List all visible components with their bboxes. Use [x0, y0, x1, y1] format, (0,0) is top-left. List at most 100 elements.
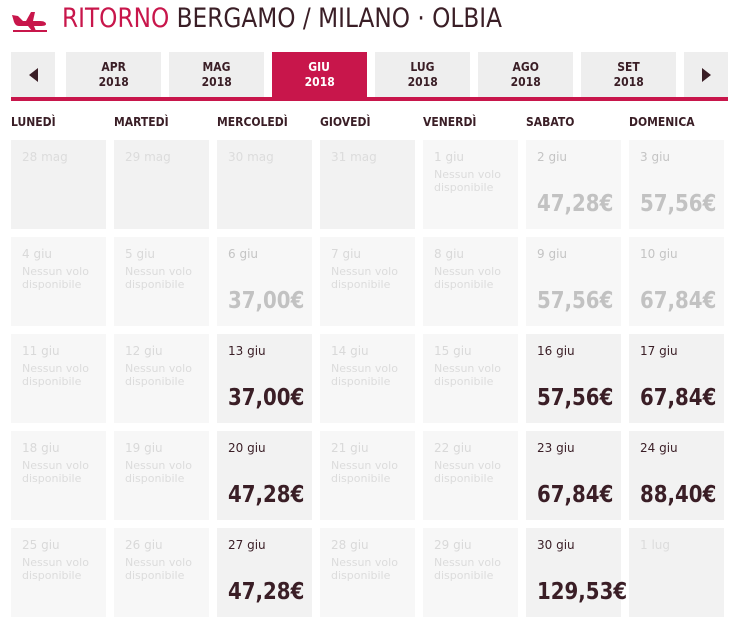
title-ritorno: RITORNO — [62, 3, 170, 34]
day-cell: 18 giu Nessun volo disponibile — [11, 431, 106, 520]
day-price: 37,00€ — [228, 288, 305, 314]
day-date: 8 giu — [434, 247, 465, 261]
day-date: 5 giu — [125, 247, 156, 261]
day-cell: 14 giu Nessun volo disponibile — [320, 334, 415, 423]
day-date: 24 giu — [640, 441, 678, 455]
no-flight-note: Nessun volo disponibile — [434, 168, 501, 194]
day-date: 29 mag — [125, 150, 171, 164]
no-flight-note: Nessun volo disponibile — [434, 556, 501, 582]
day-cell[interactable]: 9 giu 57,56€ — [526, 237, 621, 326]
weekday-label: GIOVEDÌ — [320, 115, 371, 129]
day-cell[interactable]: 30 giu 129,53€ — [526, 528, 627, 617]
day-cell[interactable]: 24 giu 88,40€ — [629, 431, 724, 520]
day-date: 27 giu — [228, 538, 266, 552]
month-label: LUG — [410, 59, 435, 74]
day-cell[interactable]: 2 giu 47,28€ — [526, 140, 621, 229]
day-date: 21 giu — [331, 441, 369, 455]
day-date: 20 giu — [228, 441, 266, 455]
day-date: 9 giu — [537, 247, 568, 261]
day-price: 57,56€ — [640, 191, 717, 217]
month-label: MAG — [202, 59, 231, 74]
day-cell[interactable]: 13 giu 37,00€ — [217, 334, 312, 423]
day-price: 88,40€ — [640, 482, 717, 508]
no-flight-note: Nessun volo disponibile — [434, 362, 501, 388]
day-cell: 31 mag — [320, 140, 415, 229]
day-date: 12 giu — [125, 344, 163, 358]
month-label: APR — [101, 59, 126, 74]
day-date: 22 giu — [434, 441, 472, 455]
month-year: 2018 — [98, 74, 129, 89]
day-date: 14 giu — [331, 344, 369, 358]
month-selector: APR 2018 MAG 2018 GIU 2018 LUG 2018 AGO … — [11, 52, 728, 97]
day-date: 25 giu — [22, 538, 60, 552]
day-date: 23 giu — [537, 441, 575, 455]
prev-month-button[interactable] — [11, 52, 55, 97]
month-tab-giu[interactable]: GIU 2018 — [272, 52, 367, 97]
next-month-button[interactable] — [684, 52, 728, 97]
day-date: 10 giu — [640, 247, 678, 261]
day-cell: 28 giu Nessun volo disponibile — [320, 528, 415, 617]
day-date: 31 mag — [331, 150, 377, 164]
no-flight-note: Nessun volo disponibile — [125, 459, 192, 485]
month-label: AGO — [512, 59, 539, 74]
month-tab-apr[interactable]: APR 2018 — [66, 52, 161, 97]
day-cell[interactable]: 27 giu 47,28€ — [217, 528, 312, 617]
page-header: RITORNO BERGAMO / MILANO · OLBIA — [0, 0, 750, 44]
day-cell: 4 giu Nessun volo disponibile — [11, 237, 106, 326]
day-date: 1 lug — [640, 538, 671, 552]
arrow-right-icon — [701, 67, 711, 82]
day-cell[interactable]: 16 giu 57,56€ — [526, 334, 621, 423]
day-cell[interactable]: 3 giu 57,56€ — [629, 140, 724, 229]
no-flight-note: Nessun volo disponibile — [22, 459, 89, 485]
day-date: 15 giu — [434, 344, 472, 358]
day-cell[interactable]: 6 giu 37,00€ — [217, 237, 312, 326]
day-date: 7 giu — [331, 247, 362, 261]
no-flight-note: Nessun volo disponibile — [22, 556, 89, 582]
day-cell: 25 giu Nessun volo disponibile — [11, 528, 106, 617]
no-flight-note: Nessun volo disponibile — [434, 459, 501, 485]
month-tab-ago[interactable]: AGO 2018 — [478, 52, 573, 97]
day-cell[interactable]: 23 giu 67,84€ — [526, 431, 621, 520]
title-route: BERGAMO / MILANO · OLBIA — [176, 3, 503, 34]
day-cell[interactable]: 17 giu 67,84€ — [629, 334, 724, 423]
day-cell: 15 giu Nessun volo disponibile — [423, 334, 518, 423]
day-date: 11 giu — [22, 344, 60, 358]
month-year: 2018 — [201, 74, 232, 89]
month-tab-lug[interactable]: LUG 2018 — [375, 52, 470, 97]
day-cell: 1 giu Nessun volo disponibile — [423, 140, 518, 229]
day-cell[interactable]: 10 giu 67,84€ — [629, 237, 724, 326]
day-cell: 30 mag — [217, 140, 312, 229]
day-price: 37,00€ — [228, 385, 305, 411]
day-date: 17 giu — [640, 344, 678, 358]
month-label: GIU — [308, 59, 331, 74]
day-date: 30 giu — [537, 538, 575, 552]
month-year: 2018 — [613, 74, 644, 89]
day-price: 67,84€ — [640, 385, 717, 411]
day-price: 129,53€ — [537, 579, 628, 605]
month-year: 2018 — [407, 74, 438, 89]
day-cell: 29 mag — [114, 140, 209, 229]
day-cell: 8 giu Nessun volo disponibile — [423, 237, 518, 326]
day-date: 28 mag — [22, 150, 68, 164]
page-title: RITORNO BERGAMO / MILANO · OLBIA — [62, 3, 502, 34]
day-date: 16 giu — [537, 344, 575, 358]
day-cell: 26 giu Nessun volo disponibile — [114, 528, 209, 617]
day-cell: 19 giu Nessun volo disponibile — [114, 431, 209, 520]
month-tab-set[interactable]: SET 2018 — [581, 52, 676, 97]
no-flight-note: Nessun volo disponibile — [22, 362, 89, 388]
day-cell: 28 mag — [11, 140, 106, 229]
day-price: 47,28€ — [537, 191, 614, 217]
weekday-label: MERCOLEDÌ — [217, 115, 288, 129]
no-flight-note: Nessun volo disponibile — [331, 556, 398, 582]
day-cell: 7 giu Nessun volo disponibile — [320, 237, 415, 326]
day-date: 26 giu — [125, 538, 163, 552]
day-date: 30 mag — [228, 150, 274, 164]
day-price: 47,28€ — [228, 482, 305, 508]
day-cell: 5 giu Nessun volo disponibile — [114, 237, 209, 326]
month-tab-mag[interactable]: MAG 2018 — [169, 52, 264, 97]
day-cell: 21 giu Nessun volo disponibile — [320, 431, 415, 520]
weekday-label: DOMENICA — [629, 115, 695, 129]
no-flight-note: Nessun volo disponibile — [331, 362, 398, 388]
day-cell[interactable]: 20 giu 47,28€ — [217, 431, 312, 520]
plane-landing-icon — [12, 12, 47, 32]
